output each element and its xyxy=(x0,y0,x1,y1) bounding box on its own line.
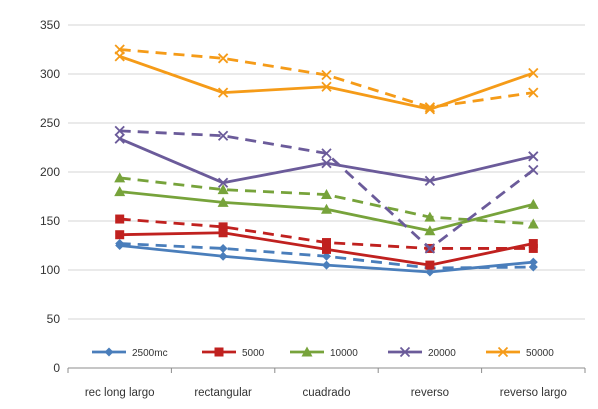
data-point xyxy=(424,243,436,254)
x-tick-label: rec long largo xyxy=(85,387,155,399)
x-tick-label: reverso largo xyxy=(500,387,567,399)
data-point xyxy=(217,196,229,207)
y-tick-label: 300 xyxy=(40,67,60,81)
legend-marker xyxy=(497,346,509,358)
data-point xyxy=(528,262,538,272)
data-point xyxy=(218,251,228,261)
data-point xyxy=(217,184,229,195)
data-point xyxy=(217,53,229,64)
data-point xyxy=(321,69,332,81)
legend-item: 2500mc xyxy=(92,347,168,359)
y-tick-label: 350 xyxy=(40,18,60,32)
legend-marker xyxy=(104,347,114,357)
legend: 2500mc 5000 10000 20000 50000 xyxy=(92,346,554,359)
data-point xyxy=(322,260,331,270)
y-tick-label: 0 xyxy=(53,361,60,375)
legend-item: 10000 xyxy=(290,346,358,359)
gridlines xyxy=(68,24,585,369)
data-point xyxy=(322,244,331,254)
data-point xyxy=(424,211,436,222)
data-point xyxy=(322,251,331,261)
data-point xyxy=(527,218,539,229)
y-tick-label: 250 xyxy=(40,116,60,130)
y-tick-label: 200 xyxy=(40,165,60,179)
series-layer xyxy=(114,44,539,277)
y-tick-label: 100 xyxy=(40,263,60,277)
data-point xyxy=(114,186,126,197)
data-point xyxy=(321,189,332,200)
data-point xyxy=(528,243,538,253)
series-20000 xyxy=(114,125,539,254)
data-point xyxy=(217,177,229,188)
x-tick-label: cuadrado xyxy=(303,387,351,399)
data-point xyxy=(527,198,539,209)
data-point xyxy=(218,243,228,253)
data-point xyxy=(528,164,539,176)
legend-label: 10000 xyxy=(330,348,358,359)
data-point xyxy=(217,130,229,141)
data-point xyxy=(321,148,332,159)
data-point xyxy=(114,172,126,183)
data-point xyxy=(114,133,125,144)
series-50000 xyxy=(114,44,539,115)
axes: 0 50 100 150 200 250 300 350 rec long largo recta… xyxy=(40,18,586,399)
legend-item: 20000 xyxy=(388,346,456,359)
series-10000 xyxy=(114,172,539,236)
data-point xyxy=(321,203,332,214)
data-point xyxy=(322,238,331,248)
y-tick-label: 150 xyxy=(40,214,60,228)
data-point xyxy=(424,225,436,236)
data-point xyxy=(528,239,538,249)
legend-marker xyxy=(214,347,224,357)
legend-item: 5000 xyxy=(202,347,265,359)
data-point xyxy=(424,102,436,113)
data-point xyxy=(424,175,436,186)
data-point xyxy=(114,125,125,136)
legend-marker xyxy=(399,346,411,358)
data-point xyxy=(424,104,436,115)
data-point xyxy=(217,87,229,98)
y-tick-label: 50 xyxy=(47,312,61,326)
x-tick-label: reverso xyxy=(411,387,449,399)
data-point xyxy=(115,214,125,224)
legend-label: 2500mc xyxy=(132,348,168,359)
legend-marker xyxy=(301,346,313,357)
series-line-solid xyxy=(119,55,534,111)
data-point xyxy=(218,228,228,238)
data-point xyxy=(321,158,332,169)
legend-label: 5000 xyxy=(242,348,265,359)
data-point xyxy=(115,230,125,240)
series-line-solid xyxy=(119,137,534,185)
data-point xyxy=(528,257,538,267)
data-point xyxy=(425,267,435,277)
series-2500mc xyxy=(115,239,538,277)
data-point xyxy=(114,51,125,62)
x-tick-label: rectangular xyxy=(194,387,252,399)
data-point xyxy=(218,222,228,232)
legend-label: 50000 xyxy=(526,348,554,359)
data-point xyxy=(528,151,539,162)
legend-item: 50000 xyxy=(486,346,554,359)
legend-label: 20000 xyxy=(428,348,456,359)
data-point xyxy=(115,241,125,250)
data-point xyxy=(528,67,539,79)
data-point xyxy=(321,81,332,92)
data-point xyxy=(425,260,435,270)
data-point xyxy=(528,87,539,98)
